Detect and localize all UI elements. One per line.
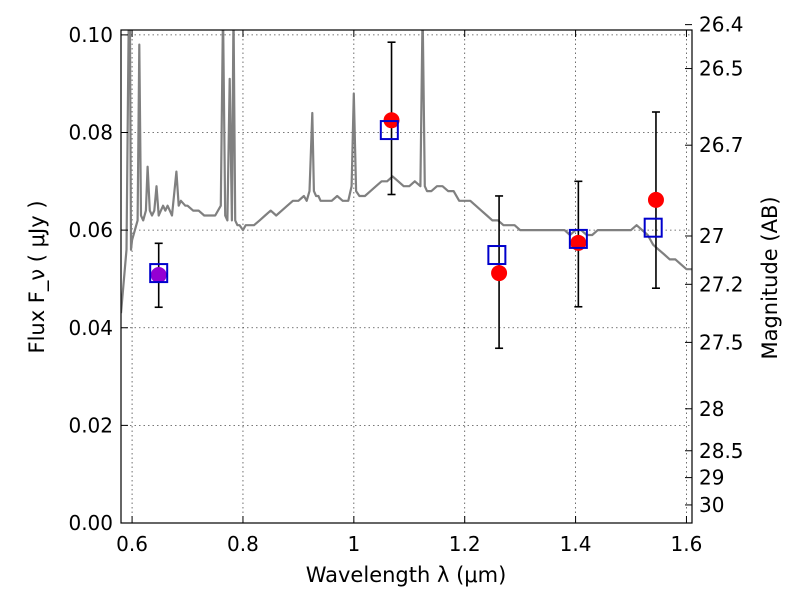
- x-tick-label: 0.6: [116, 532, 148, 556]
- ticks: 0.6 0.8 1 1.2 1.4 1.6 0.00 0.02 0.04 0.06 0.08 0.10…: [68, 13, 743, 556]
- x-axis-title: Wavelength λ (μm): [306, 563, 507, 587]
- model-point: [149, 263, 169, 284]
- x-tick-label: 0.8: [227, 532, 259, 556]
- model-point: [643, 217, 663, 238]
- right-tick-label: 30: [699, 493, 724, 517]
- model-point: [487, 245, 507, 266]
- observed-point: [491, 265, 508, 282]
- right-tick-label: 28.5: [699, 439, 744, 463]
- observed-point: [647, 191, 664, 208]
- plot-frame: [120, 29, 693, 524]
- x-tick-label: 1.2: [449, 532, 481, 556]
- y-tick-label: 0.06: [68, 218, 113, 242]
- right-tick-label: 27: [699, 224, 724, 248]
- y-tick-label: 0.04: [68, 316, 113, 340]
- plot-background: [121, 30, 692, 523]
- right-tick-label: 27.5: [699, 330, 744, 354]
- marker-layer: [149, 112, 664, 284]
- right-tick-label: 26.4: [699, 13, 744, 37]
- grid: [121, 30, 692, 523]
- right-tick-label: 29: [699, 466, 724, 490]
- y-axis-title: Flux F_ν ( μJy ): [25, 200, 50, 353]
- right-axis-title: Magnitude (AB): [758, 196, 782, 359]
- y-tick-label: 0.02: [68, 413, 113, 437]
- y-tick-label: 0.10: [68, 23, 113, 47]
- model-spectrum-line: [121, 30, 692, 314]
- right-tick-label: 26.7: [699, 133, 744, 157]
- right-tick-label: 27.2: [699, 272, 744, 296]
- y-tick-label: 0.08: [68, 121, 113, 145]
- y-tick-label: 0.00: [68, 511, 113, 535]
- model-point: [568, 228, 588, 249]
- x-tick-label: 1.4: [560, 532, 592, 556]
- right-tick-label: 28: [699, 397, 724, 421]
- spectrum-layer: [121, 30, 692, 314]
- observed-point: [150, 267, 167, 284]
- x-tick-label: 1.6: [671, 532, 703, 556]
- right-tick-label: 26.5: [699, 57, 744, 81]
- observed-point: [570, 234, 587, 251]
- model-point: [379, 120, 399, 141]
- x-tick-label: 1: [347, 532, 360, 556]
